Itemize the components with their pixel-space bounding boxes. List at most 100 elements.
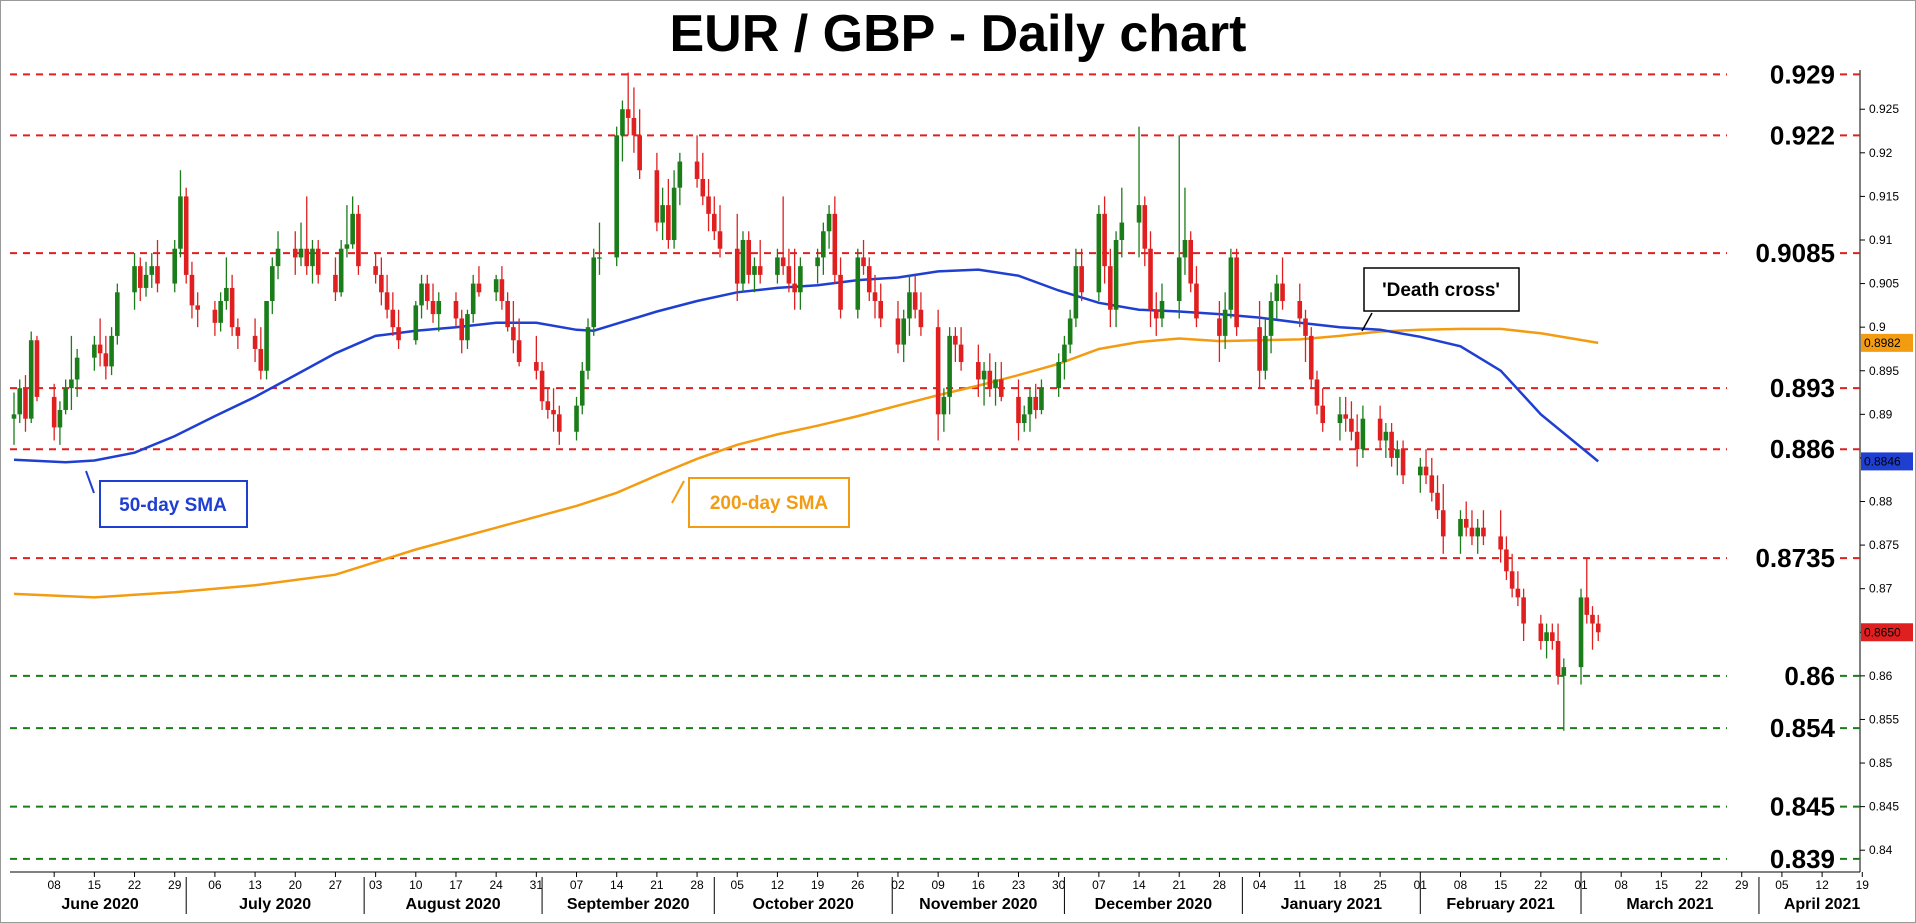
candle-body <box>1400 449 1406 476</box>
candle-body <box>379 274 384 293</box>
candle-body <box>505 301 510 328</box>
candle-body <box>1584 597 1590 615</box>
candle-body <box>1550 632 1555 641</box>
x-tick-label: 21 <box>650 878 664 892</box>
candle-body <box>132 266 137 293</box>
candle-body <box>1148 248 1153 310</box>
support-level-label: 0.845 <box>1770 792 1835 822</box>
candle-body <box>752 266 757 275</box>
candle-body <box>1469 527 1475 537</box>
y-tick-label: 0.845 <box>1869 800 1899 814</box>
candle-body <box>1303 318 1308 336</box>
candle-body <box>1463 518 1469 528</box>
support-level-label: 0.86 <box>1784 661 1835 691</box>
candle-body <box>34 340 40 397</box>
candle-body <box>235 327 241 336</box>
month-label: August 2020 <box>406 896 501 913</box>
candle-body <box>1377 418 1383 441</box>
x-tick-label: 10 <box>409 878 423 892</box>
candle-body <box>1234 257 1239 328</box>
sma50-callout-label: 50-day SMA <box>119 495 227 516</box>
candle-body <box>878 301 884 319</box>
candle-body <box>92 344 97 358</box>
x-tick-label: 06 <box>208 878 222 892</box>
y-tick-label: 0.905 <box>1869 277 1899 291</box>
candle-body <box>1217 318 1222 336</box>
candle-body <box>195 305 200 310</box>
candle-body <box>574 405 579 432</box>
sma200-line <box>13 327 1599 599</box>
cross-callout-line <box>1361 312 1373 332</box>
x-tick-label: 08 <box>1615 878 1629 892</box>
candle-body <box>1268 301 1274 336</box>
candle-body <box>493 279 499 293</box>
candle-body <box>1062 344 1067 363</box>
candle-body <box>872 292 878 302</box>
candle-body <box>115 292 120 336</box>
y-tick-label: 0.84 <box>1869 843 1893 857</box>
x-tick-label: 09 <box>931 878 945 892</box>
x-tick-label: 08 <box>48 878 62 892</box>
candle-body <box>757 266 763 275</box>
candle-body <box>189 274 195 306</box>
candle-body <box>1389 431 1394 458</box>
candle-body <box>1182 239 1188 258</box>
candle-body <box>935 327 941 415</box>
x-tick-label: 08 <box>1454 878 1468 892</box>
candle-body <box>1314 379 1320 406</box>
candle-body <box>534 362 539 371</box>
candle-body <box>1079 266 1084 293</box>
candle-body <box>338 248 344 293</box>
x-tick-label: 03 <box>369 878 383 892</box>
x-tick-label: 13 <box>248 878 262 892</box>
month-label: January 2021 <box>1281 896 1383 913</box>
resistance-level-label: 0.886 <box>1770 434 1835 464</box>
x-tick-label: 30 <box>1052 878 1066 892</box>
y-tick-label: 0.915 <box>1869 189 1899 203</box>
x-tick-label: 02 <box>891 878 905 892</box>
candle-body <box>28 340 34 419</box>
candle-body <box>855 257 861 310</box>
candle-body <box>516 340 522 363</box>
sma50-line <box>13 268 1599 464</box>
candle-body <box>631 117 637 136</box>
candle-body <box>149 266 155 275</box>
candle-body <box>1337 414 1343 424</box>
candle-body <box>1383 431 1389 441</box>
cross-callout-label: 'Death cross' <box>1382 280 1500 301</box>
candle-body <box>711 213 717 232</box>
candle-body <box>1096 213 1102 293</box>
candle-body <box>821 231 826 258</box>
x-tick-label: 22 <box>1695 878 1709 892</box>
candle-body <box>677 161 683 188</box>
candle-body <box>511 327 516 341</box>
candle-body <box>1498 536 1503 550</box>
candle-body <box>1016 396 1021 424</box>
candle-body <box>700 178 706 197</box>
y-tick-label: 0.89 <box>1869 407 1893 421</box>
x-tick-label: 15 <box>1494 878 1508 892</box>
candle-body <box>1418 466 1423 476</box>
candle-body <box>1395 449 1400 458</box>
candle-body <box>212 309 218 323</box>
candle-body <box>172 248 178 284</box>
candle-body <box>1343 414 1348 419</box>
support-level-label: 0.854 <box>1770 713 1836 743</box>
candle-body <box>579 370 585 406</box>
sma50-callout-box <box>99 480 248 528</box>
candle-body <box>424 283 430 302</box>
candle-body <box>97 344 103 354</box>
candle-body <box>264 301 269 371</box>
candle-body <box>1113 239 1119 310</box>
x-tick-label: 19 <box>1856 878 1870 892</box>
candle-body <box>1142 205 1148 249</box>
candle-body <box>155 266 160 284</box>
candle-body <box>453 301 459 319</box>
resistance-level-label: 0.9085 <box>1755 238 1835 268</box>
candle-body <box>585 327 591 371</box>
resistance-level-label: 0.893 <box>1770 373 1835 403</box>
y-tick-label: 0.88 <box>1869 495 1893 509</box>
candle-body <box>344 244 350 249</box>
y-tick-label: 0.895 <box>1869 364 1899 378</box>
candle-body <box>109 335 114 367</box>
